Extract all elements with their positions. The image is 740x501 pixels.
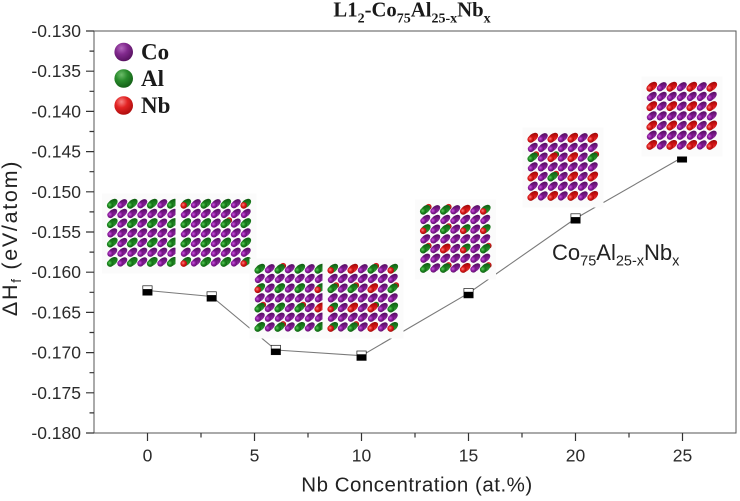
svg-text:10: 10 <box>352 446 372 466</box>
svg-text:-0.165: -0.165 <box>31 302 81 322</box>
svg-text:-0.160: -0.160 <box>31 262 81 282</box>
svg-text:ΔHf (eV/atom): ΔHf (eV/atom) <box>0 160 24 316</box>
svg-text:20: 20 <box>566 446 586 466</box>
svg-text:Nb: Nb <box>141 93 170 118</box>
svg-text:15: 15 <box>459 446 478 466</box>
svg-text:25: 25 <box>673 446 692 466</box>
svg-text:0: 0 <box>143 446 153 466</box>
svg-text:L12-Co75Al25-xNbx: L12-Co75Al25-xNbx <box>333 0 490 27</box>
svg-text:-0.180: -0.180 <box>31 423 81 443</box>
svg-text:-0.145: -0.145 <box>31 142 81 162</box>
svg-text:-0.175: -0.175 <box>31 383 81 403</box>
svg-text:Co: Co <box>141 40 169 65</box>
svg-text:Al: Al <box>141 66 164 91</box>
svg-text:-0.140: -0.140 <box>31 101 81 121</box>
svg-text:-0.135: -0.135 <box>31 61 81 81</box>
svg-text:-0.155: -0.155 <box>31 222 81 242</box>
svg-text:Co75Al25-xNbx: Co75Al25-xNbx <box>552 240 680 270</box>
svg-text:-0.170: -0.170 <box>31 343 81 363</box>
svg-text:-0.150: -0.150 <box>31 182 81 202</box>
svg-text:Nb Concentration (at.%): Nb Concentration (at.%) <box>301 474 532 497</box>
svg-text:5: 5 <box>250 446 260 466</box>
svg-text:-0.130: -0.130 <box>31 21 81 41</box>
